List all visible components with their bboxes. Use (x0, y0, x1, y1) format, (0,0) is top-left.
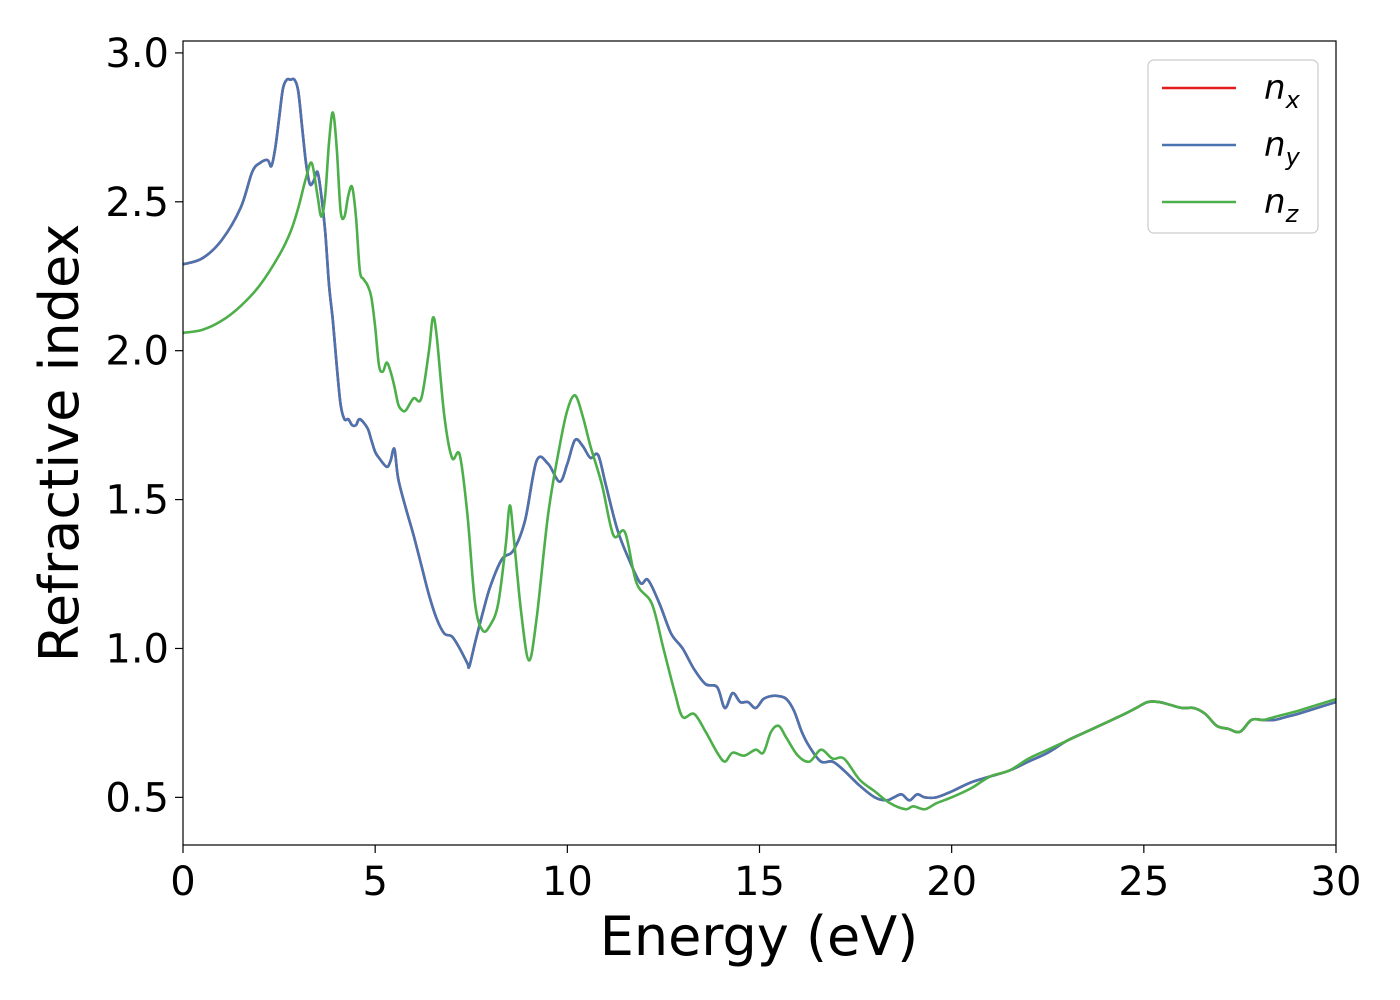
x-axis-label: Energy (eV) (600, 905, 919, 968)
x-tick-label: 20 (926, 859, 977, 905)
series-line-z (183, 111, 1336, 811)
x-tick-label: 30 (1311, 859, 1362, 905)
legend-label-subscript: z (1285, 200, 1300, 228)
legend-label-base: n (1264, 125, 1286, 165)
legend-label-z: nz (1264, 182, 1300, 228)
y-tick-label: 2.0 (105, 329, 169, 375)
x-axis-ticks: 0 5 10 15 20 25 30 (170, 845, 1361, 905)
legend-label-subscript: y (1285, 143, 1301, 171)
y-axis-ticks: 0.5 1.0 1.5 2.0 2.5 3.0 (105, 31, 183, 821)
x-tick-label: 10 (542, 859, 593, 905)
legend-label-base: n (1264, 182, 1286, 222)
y-tick-label: 1.5 (105, 478, 169, 524)
y-tick-label: 0.5 (105, 775, 169, 821)
y-tick-label: 1.0 (105, 626, 169, 672)
legend-box (1147, 59, 1319, 234)
series-lines (183, 77, 1336, 811)
legend-label-base: n (1264, 68, 1286, 108)
x-tick-label: 0 (170, 859, 195, 905)
y-tick-label: 3.0 (105, 31, 169, 77)
series-line-y (183, 77, 1336, 802)
y-tick-label: 2.5 (105, 180, 169, 226)
x-tick-label: 5 (362, 859, 387, 905)
legend-label-y: ny (1264, 125, 1301, 171)
legend-label-subscript: x (1285, 86, 1301, 114)
legend-label-x: nx (1264, 68, 1301, 114)
x-tick-label: 15 (734, 859, 785, 905)
y-axis-label: Refractive index (28, 224, 91, 663)
x-tick-label: 25 (1118, 859, 1169, 905)
